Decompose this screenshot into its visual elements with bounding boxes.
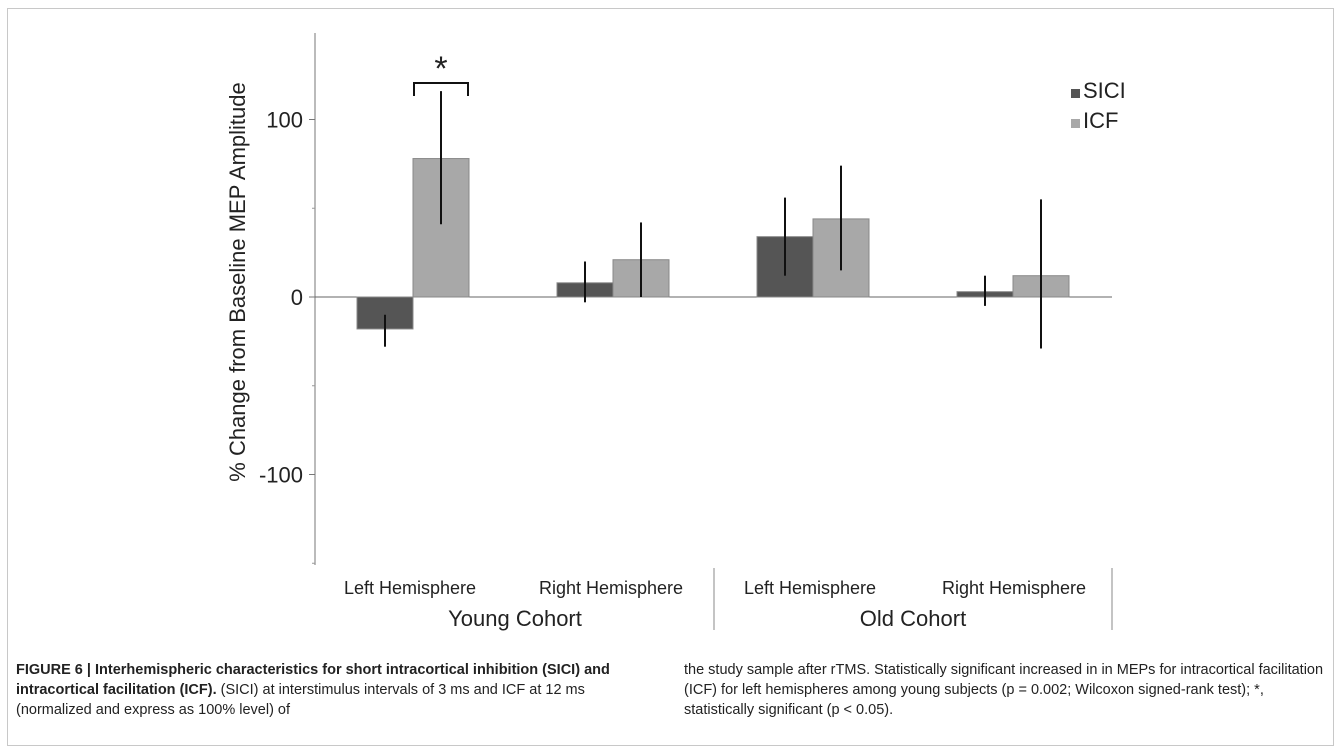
caption-right: the study sample after rTMS. Statistical… (684, 662, 1324, 718)
significance-marker: * (434, 50, 447, 88)
caption-text-left: (SICI) at interstimulus intervals of 3 m… (16, 682, 585, 718)
category-label: Left Hemisphere (344, 578, 476, 598)
legend-swatch-sici (1071, 89, 1080, 98)
bar-chart: 100 0 -100 % Change from Baseline MEP Ampli… (225, 33, 1126, 631)
group-label: Old Cohort (860, 606, 966, 631)
y-tick-label: -100 (259, 463, 303, 488)
caption-label: FIGURE 6 | Interhemispheric characterist… (16, 662, 610, 698)
significance-bracket (413, 82, 469, 96)
legend-label-icf: ICF (1083, 108, 1118, 133)
y-axis-label: % Change from Baseline MEP Amplitude (225, 82, 250, 481)
category-label: Right Hemisphere (539, 578, 683, 598)
legend-label-sici: SICI (1083, 78, 1126, 103)
category-label: Right Hemisphere (942, 578, 1086, 598)
y-tick-label: 100 (266, 108, 303, 133)
figure-frame (7, 8, 1334, 746)
category-label: Left Hemisphere (744, 578, 876, 598)
y-tick-label: 0 (291, 285, 303, 310)
caption-left: FIGURE 6 | Interhemispheric characterist… (16, 660, 656, 720)
group-label: Young Cohort (448, 606, 582, 631)
legend-swatch-icf (1071, 119, 1080, 128)
